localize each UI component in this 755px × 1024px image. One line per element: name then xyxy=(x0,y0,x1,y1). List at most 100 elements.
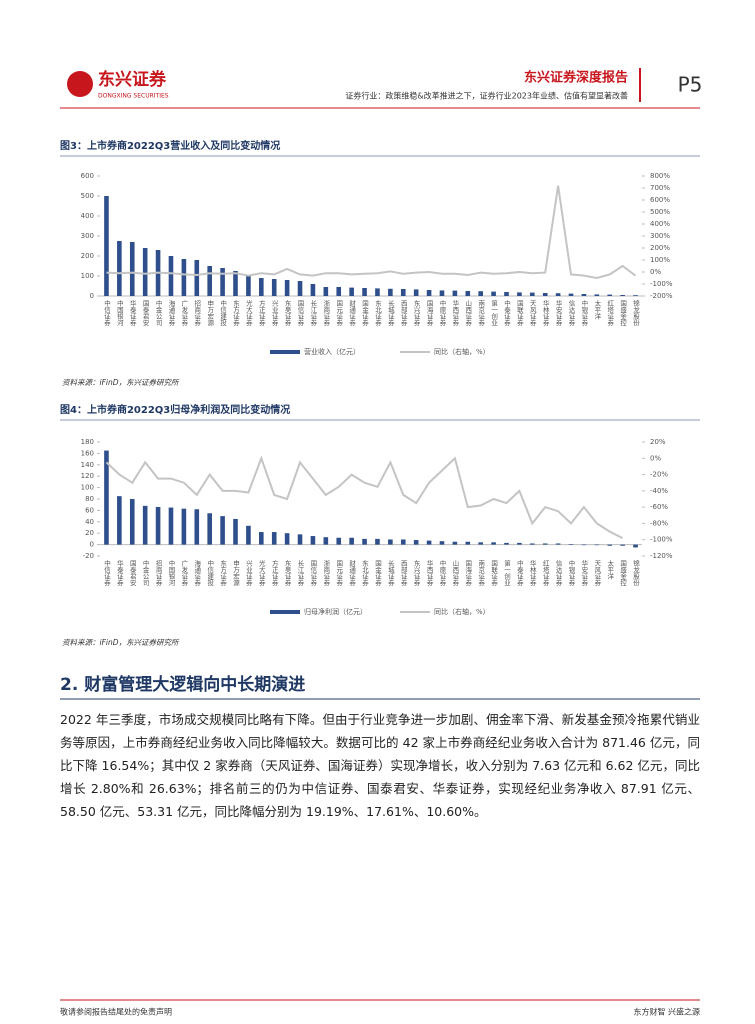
y-tick-label: 160 xyxy=(81,449,94,457)
x-tick-label: 太平洋 xyxy=(593,299,601,321)
report-type: 东兴证券深度报告 xyxy=(524,70,628,86)
footer-left: 敬请参阅报告结尾处的免责声明 xyxy=(60,1007,172,1017)
y2-tick-label: 0% xyxy=(650,268,661,276)
y2-tick-label: -100% xyxy=(650,280,673,288)
x-tick-label: 招商证券 xyxy=(154,559,162,588)
bar xyxy=(168,507,174,545)
x-tick-label: 长城证券 xyxy=(386,559,394,588)
y2-tick-label: -80% xyxy=(650,519,668,527)
x-tick-label: 东吴证券 xyxy=(283,559,291,588)
x-tick-label: 广发证券 xyxy=(180,559,188,588)
logo-en: DONGXING SECURITIES xyxy=(98,93,169,100)
x-tick-label: 国盛金控 xyxy=(619,560,627,588)
x-tick-label: 财通证券 xyxy=(348,559,356,588)
bar xyxy=(491,291,496,296)
x-tick-label: 海通证券 xyxy=(193,559,201,588)
x-tick-label: 中原证券 xyxy=(438,299,446,328)
bar xyxy=(607,294,613,296)
bar xyxy=(336,537,342,545)
x-tick-label: 中国银河 xyxy=(167,559,175,587)
bar xyxy=(375,288,380,296)
bar xyxy=(452,290,458,296)
x-tick-label: 中泰证券 xyxy=(515,559,523,588)
y2-tick-label: -20% xyxy=(650,471,668,479)
x-tick-label: 浙商证券 xyxy=(322,559,330,588)
x-tick-label: 中信建投 xyxy=(206,559,214,588)
bar xyxy=(452,541,458,545)
x-tick-label: 华泰证券 xyxy=(128,299,136,328)
bar xyxy=(594,294,600,296)
y2-tick-label: -60% xyxy=(650,503,668,511)
legend-label: 营业收入（亿元） xyxy=(304,347,360,356)
y-tick-label: 20 xyxy=(85,529,94,537)
x-tick-label: 东兴证券 xyxy=(412,559,420,588)
x-tick-label: 华泰证券 xyxy=(115,559,123,588)
bar xyxy=(284,533,290,545)
y-tick-label: 400 xyxy=(81,212,94,220)
y2-tick-label: 0% xyxy=(650,454,661,462)
y2-tick-label: -100% xyxy=(650,536,673,544)
x-tick-label: 西部证券 xyxy=(399,300,407,328)
line-series xyxy=(105,455,624,539)
x-tick-label: 华林证券 xyxy=(528,559,536,588)
x-tick-label: 中信建投 xyxy=(219,299,227,328)
bar xyxy=(297,534,303,545)
bar xyxy=(310,536,316,545)
x-tick-label: 国元证券 xyxy=(335,300,343,328)
bar xyxy=(104,450,109,545)
bar xyxy=(220,268,225,296)
x-tick-label: 海通证券 xyxy=(167,299,175,328)
figure-title: 图3：上市券商2022Q3营业收入及同比变动情况 xyxy=(60,139,280,152)
x-tick-label: 国盛金控 xyxy=(619,300,627,328)
bar xyxy=(517,542,522,545)
bar xyxy=(400,289,406,296)
subtitle: 证券行业：政策维稳&改革推进之下，证券行业2023年业绩、估值有望显著改善 xyxy=(345,91,628,101)
y-tick-label: 60 xyxy=(85,506,94,514)
y-tick-label: 300 xyxy=(81,232,94,240)
bar xyxy=(168,256,174,296)
bar xyxy=(620,295,625,296)
bar xyxy=(297,281,303,296)
y-tick-label: -20 xyxy=(83,552,94,560)
x-tick-label: 东北证券 xyxy=(373,299,381,328)
bar xyxy=(142,248,148,296)
y-tick-label: 0 xyxy=(90,541,94,549)
x-tick-label: 国联证券 xyxy=(515,300,523,328)
x-tick-label: 东方证券 xyxy=(232,299,240,328)
x-tick-label: 国金证券 xyxy=(373,560,381,588)
bar xyxy=(259,532,264,545)
bar xyxy=(336,287,342,296)
bar xyxy=(504,292,509,296)
bar xyxy=(581,544,587,546)
x-tick-label: 华安证券 xyxy=(554,299,562,328)
y2-tick-label: -120% xyxy=(650,552,673,560)
x-tick-label: 国海证券 xyxy=(425,300,433,328)
bar xyxy=(633,295,638,296)
bar xyxy=(439,290,445,296)
x-tick-label: 申万宏源 xyxy=(232,559,240,588)
bar xyxy=(104,196,109,296)
x-tick-label: 天风证券 xyxy=(593,560,601,588)
bar xyxy=(142,505,148,545)
x-tick-label: 西部证券 xyxy=(399,560,407,588)
x-tick-label: 南京证券 xyxy=(477,299,485,328)
bar xyxy=(426,540,432,545)
y-tick-label: 140 xyxy=(81,461,94,469)
bar xyxy=(194,260,200,296)
x-tick-label: 招商证券 xyxy=(193,299,201,328)
y2-tick-label: 400% xyxy=(650,220,670,228)
bar xyxy=(181,508,187,545)
x-tick-label: 中国银河 xyxy=(115,299,123,327)
y2-tick-label: -200% xyxy=(650,292,673,300)
x-tick-label: 信达证券 xyxy=(567,299,575,328)
section-heading: 2. 财富管理大逻辑向中长期演进 xyxy=(60,674,305,695)
bar xyxy=(220,516,225,545)
legend-label: 归母净利润（亿元） xyxy=(304,607,367,616)
x-tick-label: 红塔证券 xyxy=(541,559,549,588)
x-tick-label: 南京证券 xyxy=(477,559,485,588)
bar xyxy=(594,544,600,546)
bar xyxy=(207,266,212,296)
bar xyxy=(620,544,625,546)
